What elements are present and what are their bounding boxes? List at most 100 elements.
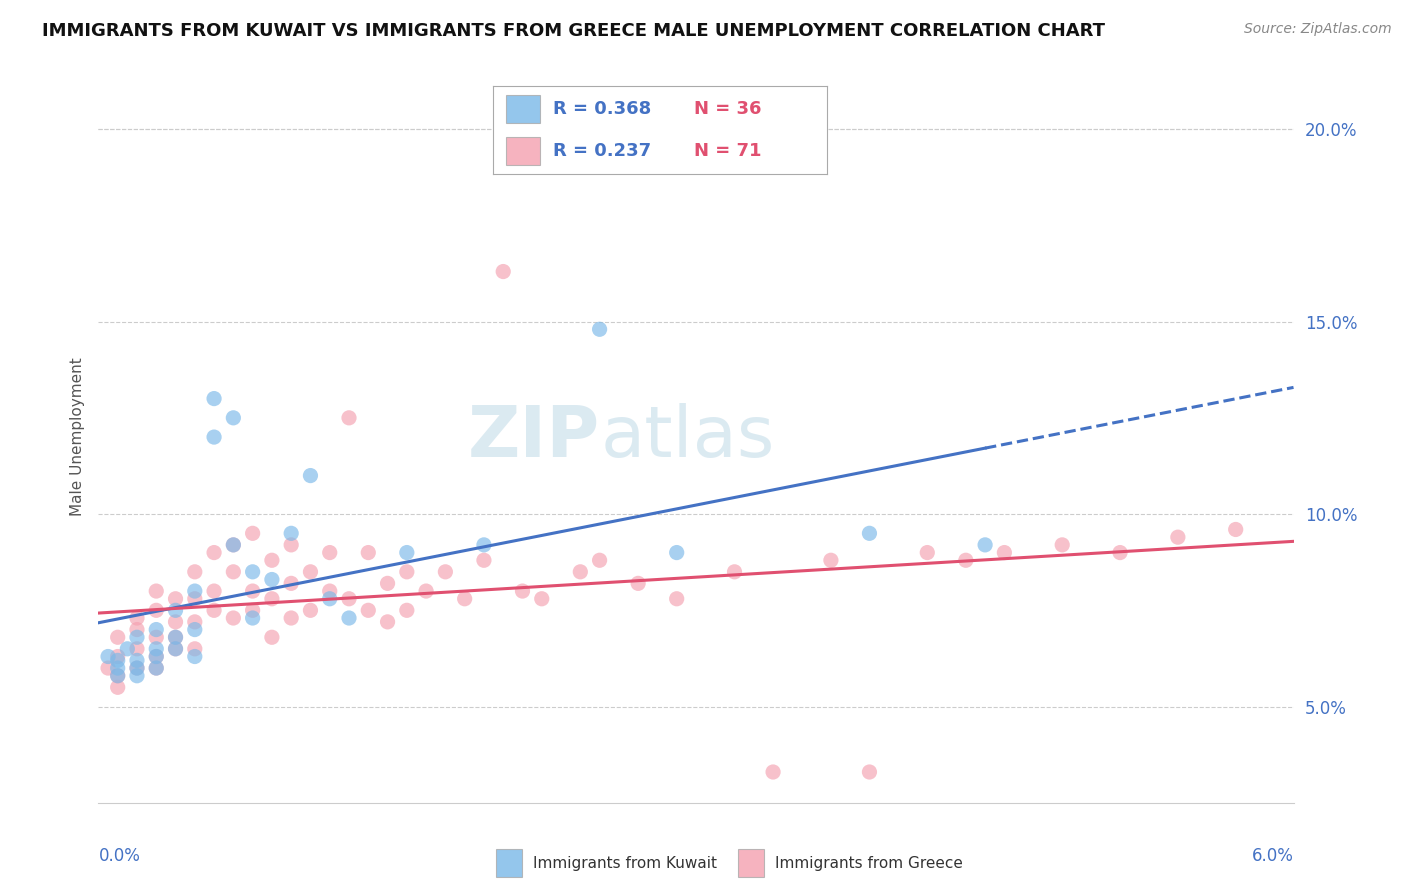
- Point: [97, 649, 120, 664]
- Point: [107, 661, 129, 675]
- Point: [858, 764, 880, 779]
- Point: [319, 591, 342, 606]
- Point: [125, 611, 148, 625]
- Point: [492, 264, 515, 278]
- Point: [260, 591, 283, 606]
- Point: [299, 468, 322, 483]
- Point: [125, 641, 148, 656]
- Point: [165, 615, 187, 629]
- Point: [184, 584, 207, 599]
- Text: IMMIGRANTS FROM KUWAIT VS IMMIGRANTS FROM GREECE MALE UNEMPLOYMENT CORRELATION C: IMMIGRANTS FROM KUWAIT VS IMMIGRANTS FRO…: [42, 22, 1105, 40]
- Point: [202, 603, 225, 617]
- Point: [993, 545, 1015, 559]
- Point: [222, 538, 245, 552]
- Point: [955, 553, 977, 567]
- Point: [222, 410, 245, 425]
- Point: [184, 615, 207, 629]
- Point: [472, 553, 495, 567]
- Point: [202, 392, 225, 406]
- Point: [184, 591, 207, 606]
- Point: [319, 545, 342, 559]
- Point: [107, 669, 129, 683]
- Point: [242, 526, 264, 541]
- Point: [820, 553, 842, 567]
- Point: [165, 630, 187, 644]
- Point: [280, 611, 302, 625]
- Point: [974, 538, 997, 552]
- Text: atlas: atlas: [600, 402, 775, 472]
- Point: [377, 576, 399, 591]
- Point: [260, 630, 283, 644]
- Point: [415, 584, 437, 599]
- Point: [242, 603, 264, 617]
- Point: [395, 603, 418, 617]
- Point: [145, 630, 167, 644]
- Point: [165, 641, 187, 656]
- Point: [184, 649, 207, 664]
- Point: [125, 630, 148, 644]
- Point: [395, 545, 418, 559]
- Point: [222, 611, 245, 625]
- Point: [145, 603, 167, 617]
- Point: [260, 553, 283, 567]
- Point: [512, 584, 534, 599]
- Point: [165, 591, 187, 606]
- Text: 6.0%: 6.0%: [1251, 847, 1294, 864]
- Point: [145, 661, 167, 675]
- Point: [117, 641, 139, 656]
- Point: [627, 576, 650, 591]
- Point: [280, 526, 302, 541]
- Point: [280, 538, 302, 552]
- Point: [434, 565, 457, 579]
- Point: [184, 623, 207, 637]
- Point: [145, 649, 167, 664]
- Point: [107, 669, 129, 683]
- Text: Source: ZipAtlas.com: Source: ZipAtlas.com: [1244, 22, 1392, 37]
- Point: [280, 576, 302, 591]
- Point: [588, 322, 610, 336]
- Text: 0.0%: 0.0%: [98, 847, 141, 864]
- Point: [107, 630, 129, 644]
- Point: [242, 565, 264, 579]
- Point: [377, 615, 399, 629]
- Point: [125, 623, 148, 637]
- Point: [917, 545, 939, 559]
- Point: [1109, 545, 1132, 559]
- Point: [530, 591, 553, 606]
- Point: [357, 603, 380, 617]
- Point: [222, 538, 245, 552]
- Point: [107, 653, 129, 667]
- Point: [184, 565, 207, 579]
- Point: [145, 623, 167, 637]
- Point: [125, 661, 148, 675]
- Point: [1167, 530, 1189, 544]
- Point: [222, 565, 245, 579]
- Point: [145, 661, 167, 675]
- Point: [107, 649, 129, 664]
- Point: [165, 603, 187, 617]
- Point: [125, 661, 148, 675]
- Point: [453, 591, 475, 606]
- Point: [97, 661, 120, 675]
- Point: [665, 591, 688, 606]
- Point: [395, 565, 418, 579]
- Point: [145, 584, 167, 599]
- Point: [165, 630, 187, 644]
- Text: ZIP: ZIP: [468, 402, 600, 472]
- Point: [1050, 538, 1073, 552]
- Point: [125, 669, 148, 683]
- Point: [858, 526, 880, 541]
- Point: [125, 653, 148, 667]
- Y-axis label: Male Unemployment: Male Unemployment: [69, 358, 84, 516]
- Point: [319, 584, 342, 599]
- Point: [202, 430, 225, 444]
- Point: [357, 545, 380, 559]
- Point: [260, 573, 283, 587]
- Point: [145, 649, 167, 664]
- Point: [145, 641, 167, 656]
- Point: [762, 764, 785, 779]
- Point: [723, 565, 745, 579]
- Point: [1225, 523, 1247, 537]
- Point: [665, 545, 688, 559]
- Point: [202, 584, 225, 599]
